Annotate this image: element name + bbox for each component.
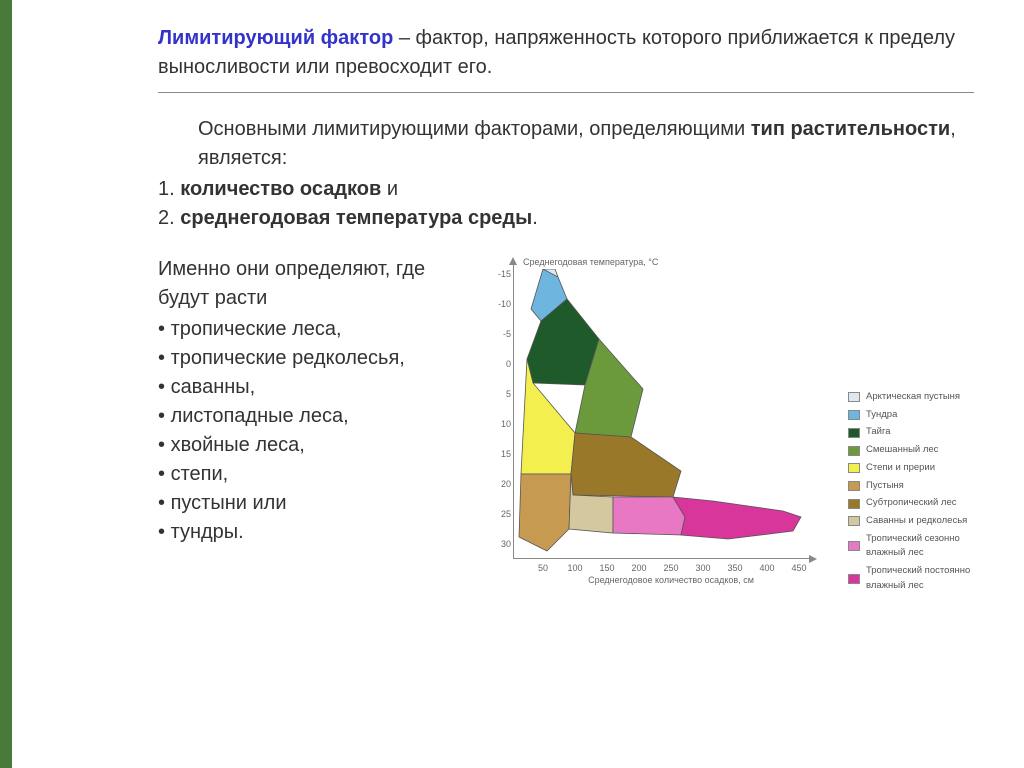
biome-bullet: тундры. <box>158 518 463 547</box>
legend-row: Тропический сезонно влажный лес <box>848 532 996 561</box>
y-tick: -10 <box>481 299 511 309</box>
legend-label: Саванны и редколесья <box>866 514 967 529</box>
biome-bullet: степи, <box>158 460 463 489</box>
left-intro: Именно они определяют, где будут расти <box>158 255 463 313</box>
legend-row: Тайга <box>848 425 996 440</box>
list-item-1: 1. количество осадков и <box>158 175 974 204</box>
legend-swatch <box>848 428 860 438</box>
biome-region-seasonal <box>613 497 685 535</box>
y-tick: 5 <box>481 389 511 399</box>
biome-bullet: саванны, <box>158 373 463 402</box>
legend-row: Тропический постоянно влажный лес <box>848 564 996 593</box>
divider <box>158 92 974 93</box>
legend-label: Степи и прерии <box>866 461 935 476</box>
biome-bullets: тропические леса,тропические редколесья,… <box>158 315 463 547</box>
legend-label: Тайга <box>866 425 891 440</box>
biome-bullet: тропические редколесья, <box>158 344 463 373</box>
legend-swatch <box>848 516 860 526</box>
y-tick: 20 <box>481 479 511 489</box>
list-num-2: 2. <box>158 207 180 229</box>
list-bold-1: количество осадков <box>180 178 381 200</box>
slide-accent-bar <box>0 0 12 768</box>
legend-swatch <box>848 446 860 456</box>
x-tick: 450 <box>787 563 811 573</box>
intro-paragraph: Основными лимитирующими факторами, опред… <box>158 115 974 173</box>
x-axis-arrow <box>809 555 817 563</box>
legend-row: Субтропический лес <box>848 496 996 511</box>
biome-bullet: тропические леса, <box>158 315 463 344</box>
legend-row: Саванны и редколесья <box>848 514 996 529</box>
x-tick: 200 <box>627 563 651 573</box>
legend-label: Смешанный лес <box>866 443 938 458</box>
x-tick: 50 <box>531 563 555 573</box>
y-tick: -15 <box>481 269 511 279</box>
list-bold-2: среднегодовая температура среды <box>180 207 532 229</box>
x-axis-title: Среднегодовое количество осадков, см <box>541 575 801 585</box>
definition-block: Лимитирующий фактор – фактор, напряженно… <box>158 24 974 82</box>
list-num-1: 1. <box>158 178 180 200</box>
biome-bullet: пустыни или <box>158 489 463 518</box>
legend-row: Смешанный лес <box>848 443 996 458</box>
y-tick: 30 <box>481 539 511 549</box>
x-tick: 350 <box>723 563 747 573</box>
legend-label: Тропический сезонно влажный лес <box>866 532 996 561</box>
x-tick: 250 <box>659 563 683 573</box>
left-column: Именно они определяют, где будут расти т… <box>158 255 463 585</box>
numbered-list: 1. количество осадков и 2. среднегодовая… <box>158 175 974 233</box>
biome-bullet: листопадные леса, <box>158 402 463 431</box>
legend-swatch <box>848 541 860 551</box>
y-axis-title: Среднегодовая температура, °C <box>523 257 658 267</box>
list-post-1: и <box>381 178 398 200</box>
chart-legend: Арктическая пустыня Тундра Тайга Смешанный … <box>848 390 996 597</box>
legend-swatch <box>848 499 860 509</box>
legend-label: Арктическая пустыня <box>866 390 960 405</box>
legend-label: Субтропический лес <box>866 496 957 511</box>
chart-svg <box>513 269 805 559</box>
legend-row: Тундра <box>848 408 996 423</box>
legend-swatch <box>848 410 860 420</box>
legend-swatch <box>848 392 860 402</box>
biome-region-desert <box>519 474 571 551</box>
y-tick: 15 <box>481 449 511 459</box>
biome-region-subtrop <box>571 433 681 497</box>
y-tick: 10 <box>481 419 511 429</box>
x-tick: 300 <box>691 563 715 573</box>
intro-bold: тип растительности <box>751 118 950 140</box>
biome-region-rainforest <box>673 497 801 539</box>
list-post-2: . <box>532 207 538 229</box>
x-tick: 100 <box>563 563 587 573</box>
y-tick: 25 <box>481 509 511 519</box>
legend-label: Тропический постоянно влажный лес <box>866 564 996 593</box>
y-axis-arrow <box>509 257 517 265</box>
y-tick: -5 <box>481 329 511 339</box>
term: Лимитирующий фактор <box>158 27 393 49</box>
legend-swatch <box>848 481 860 491</box>
list-item-2: 2. среднегодовая температура среды. <box>158 204 974 233</box>
legend-label: Тундра <box>866 408 897 423</box>
legend-label: Пустыня <box>866 479 904 494</box>
x-tick: 400 <box>755 563 779 573</box>
y-tick: 0 <box>481 359 511 369</box>
intro-pre: Основными лимитирующими факторами, опред… <box>198 118 751 140</box>
legend-swatch <box>848 463 860 473</box>
x-tick: 150 <box>595 563 619 573</box>
legend-row: Арктическая пустыня <box>848 390 996 405</box>
biome-bullet: хвойные леса, <box>158 431 463 460</box>
legend-swatch <box>848 574 860 584</box>
legend-row: Пустыня <box>848 479 996 494</box>
legend-row: Степи и прерии <box>848 461 996 476</box>
biome-chart: Среднегодовая температура, °C Среднегодо… <box>471 255 831 585</box>
